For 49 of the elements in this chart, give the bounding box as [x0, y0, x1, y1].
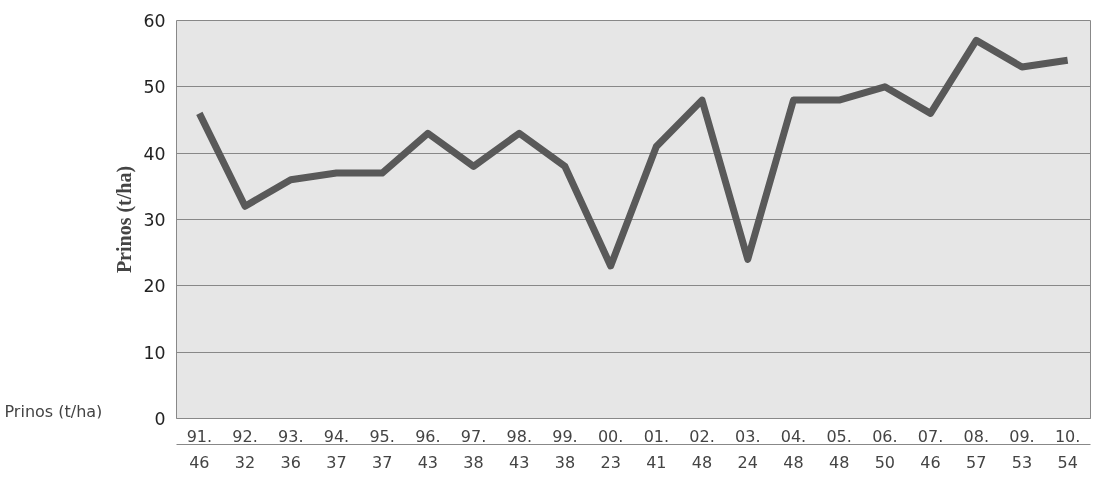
x-tick-label: 92. — [232, 426, 258, 446]
data-label: 36 — [280, 452, 301, 472]
x-tick-label: 98. — [506, 426, 532, 446]
y-tick-label: 0 — [154, 409, 166, 429]
data-label: 37 — [326, 452, 347, 472]
x-tick-label: 94. — [323, 426, 350, 446]
data-label: 24 — [737, 452, 758, 472]
data-label: 57 — [966, 452, 987, 472]
data-label: 38 — [463, 452, 484, 472]
x-tick-label: 95. — [369, 426, 395, 446]
y-tick-label: 20 — [143, 276, 166, 297]
x-tick-label: 04. — [780, 426, 807, 446]
x-tick-label: 06. — [872, 426, 898, 446]
text: Prinos (t/ha) — [4, 402, 103, 422]
x-tick-label: 10. — [1054, 426, 1081, 446]
x-tick-label: 99. — [552, 426, 578, 446]
x-tick-label: 97. — [460, 426, 487, 446]
x-tick-label: 03. — [735, 426, 761, 446]
y-tick-label: 60 — [143, 11, 166, 31]
data-label: 37 — [371, 452, 393, 472]
x-tick-label: 01. — [643, 426, 670, 446]
x-tick-label: 08. — [963, 426, 989, 446]
data-label: 48 — [691, 452, 713, 472]
x-tick-label: 07. — [917, 426, 944, 446]
x-tick-label: 96. — [415, 426, 441, 446]
data-label: 54 — [1057, 452, 1078, 472]
data-label: 53 — [1011, 452, 1033, 472]
y-tick-label: 40 — [143, 143, 166, 164]
x-tick-label: 09. — [1009, 426, 1035, 446]
x-tick-label: 05. — [826, 426, 852, 446]
data-label: 46 — [189, 452, 210, 472]
data-label: 41 — [646, 452, 667, 472]
data-label: 48 — [828, 452, 850, 472]
x-tick-label: 00. — [597, 426, 624, 446]
data-label: 43 — [509, 452, 530, 472]
data-label: 50 — [874, 452, 896, 472]
x-tick-label: 93. — [278, 426, 304, 446]
x-tick-label: 02. — [689, 426, 715, 446]
data-label: 38 — [554, 452, 576, 472]
y-tick-label: 30 — [143, 210, 166, 230]
data-label: 48 — [783, 452, 804, 472]
y-tick-label: 10 — [143, 342, 166, 363]
data-label: 46 — [920, 452, 941, 472]
data-label: 23 — [600, 452, 621, 472]
y-axis-title: Prinos (t/ha) — [113, 165, 137, 274]
data-label: 32 — [234, 452, 256, 472]
y-tick-label: 50 — [143, 77, 166, 98]
data-label: 43 — [417, 452, 439, 472]
x-tick-label: 91. — [186, 426, 213, 446]
